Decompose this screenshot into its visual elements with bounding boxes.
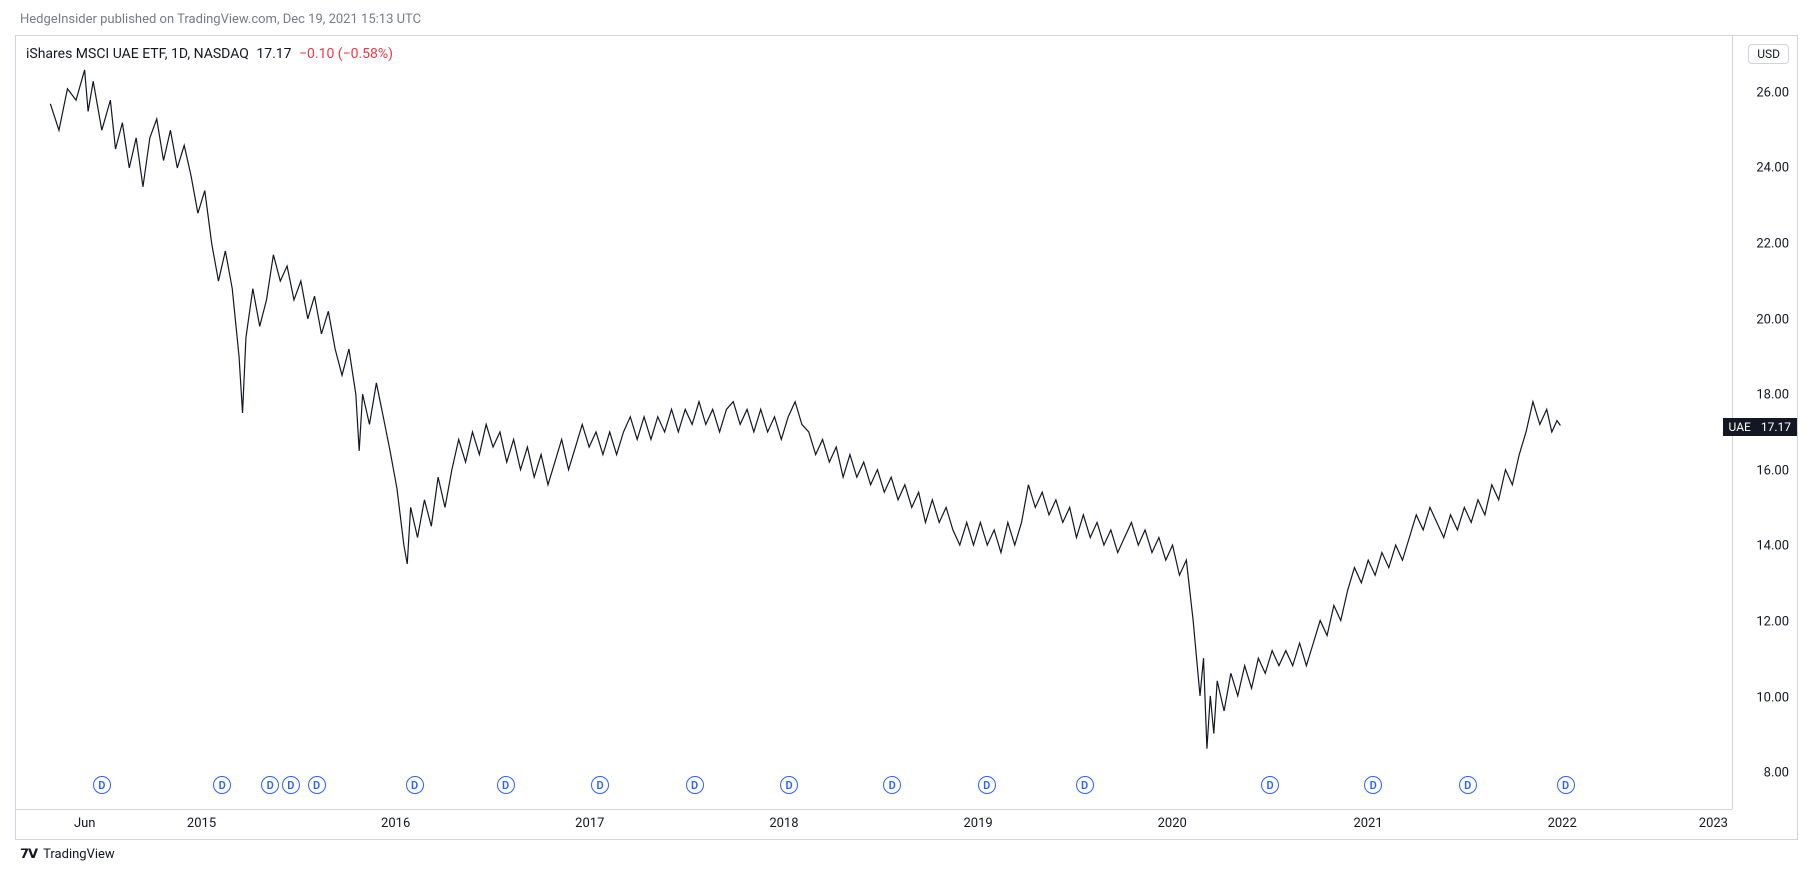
y-tick: 10.00: [1756, 690, 1789, 705]
x-tick: 2020: [1158, 816, 1187, 831]
y-tick: 22.00: [1756, 236, 1789, 251]
dividend-marker-icon[interactable]: D: [406, 776, 424, 794]
x-tick: 2015: [187, 816, 216, 831]
dividend-marker-icon[interactable]: D: [591, 776, 609, 794]
y-tick: 8.00: [1764, 766, 1789, 781]
dividend-marker-icon[interactable]: D: [93, 776, 111, 794]
dividend-marker-icon[interactable]: D: [1557, 776, 1575, 794]
footer: 𝟳𝗩 TradingView: [20, 847, 115, 862]
x-tick: 2018: [769, 816, 798, 831]
price-series-line: [50, 70, 1560, 749]
price-label-symbol: UAE: [1729, 420, 1755, 434]
y-tick: 20.00: [1756, 312, 1789, 327]
tradingview-label: TradingView: [43, 847, 115, 862]
x-tick: 2022: [1548, 816, 1577, 831]
dividend-marker-icon[interactable]: D: [978, 776, 996, 794]
x-tick: 2017: [575, 816, 604, 831]
dividend-marker-icon[interactable]: D: [686, 776, 704, 794]
price-change: −0.10 (−0.58%): [299, 46, 393, 62]
price-label: UAE 17.17: [1723, 418, 1797, 436]
price-line-svg: [16, 36, 1732, 809]
last-price: 17.17: [256, 46, 291, 62]
x-tick: 2021: [1353, 816, 1382, 831]
currency-badge[interactable]: USD: [1748, 44, 1789, 64]
x-axis[interactable]: Jun 2015 2016 2017 2018 2019 2020 2021 2022 2023: [16, 809, 1732, 839]
y-tick: 14.00: [1756, 539, 1789, 554]
x-tick: 2023: [1699, 816, 1728, 831]
price-label-value: 17.17: [1761, 420, 1791, 434]
tradingview-logo-icon: 𝟳𝗩: [20, 847, 37, 862]
x-tick: Jun: [74, 816, 96, 831]
dividend-marker-icon[interactable]: D: [261, 776, 279, 794]
y-tick: 26.00: [1756, 85, 1789, 100]
x-tick: 2016: [381, 816, 410, 831]
dividend-marker-icon[interactable]: D: [1261, 776, 1279, 794]
dividend-marker-icon[interactable]: D: [1364, 776, 1382, 794]
publish-header: HedgeInsider published on TradingView.co…: [20, 12, 421, 27]
chart-title: iShares MSCI UAE ETF, 1D, NASDAQ 17.17 −…: [26, 46, 393, 62]
dividend-marker-icon[interactable]: D: [780, 776, 798, 794]
dividend-marker-icon[interactable]: D: [883, 776, 901, 794]
dividend-marker-icon[interactable]: D: [1076, 776, 1094, 794]
dividend-marker-icon[interactable]: D: [497, 776, 515, 794]
instrument-name: iShares MSCI UAE ETF, 1D, NASDAQ: [26, 46, 249, 62]
dividend-marker-icon[interactable]: D: [282, 776, 300, 794]
y-tick: 18.00: [1756, 388, 1789, 403]
y-tick: 24.00: [1756, 161, 1789, 176]
y-tick: 12.00: [1756, 614, 1789, 629]
dividend-marker-icon[interactable]: D: [308, 776, 326, 794]
chart-container: iShares MSCI UAE ETF, 1D, NASDAQ 17.17 −…: [15, 35, 1798, 840]
x-tick: 2019: [963, 816, 992, 831]
y-axis[interactable]: USD 8.00 10.00 12.00 14.00 16.00 18.00 20.00 22…: [1732, 36, 1797, 809]
dividend-marker-icon[interactable]: D: [213, 776, 231, 794]
plot-area[interactable]: DDDDDDDDDDDDDDDDD: [16, 36, 1732, 809]
y-tick: 16.00: [1756, 463, 1789, 478]
dividend-marker-icon[interactable]: D: [1459, 776, 1477, 794]
